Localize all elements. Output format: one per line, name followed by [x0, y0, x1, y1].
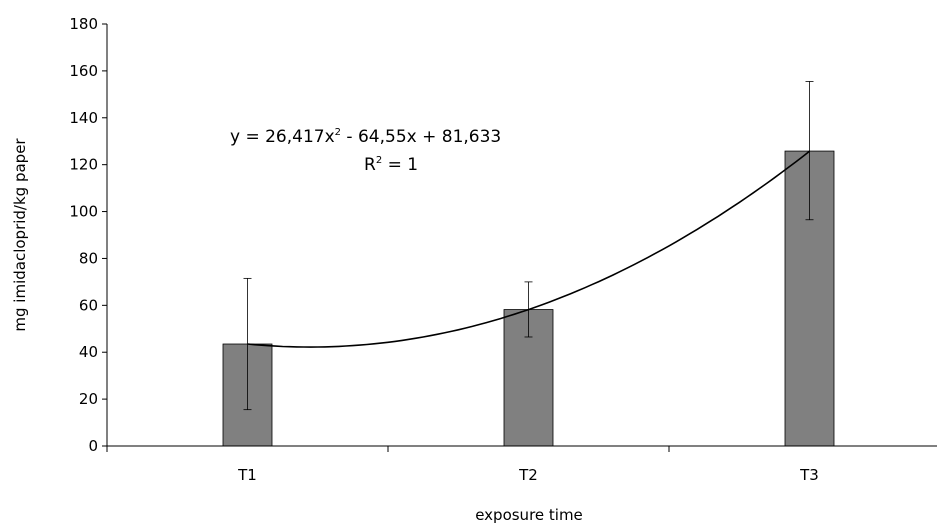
x-tick-label: T3: [799, 466, 819, 484]
x-tick-label: T1: [237, 466, 257, 484]
r-squared-label: R2 = 1: [364, 155, 418, 175]
y-tick-label: 40: [79, 343, 98, 361]
y-tick-label: 180: [69, 15, 98, 33]
y-tick-label: 160: [69, 62, 98, 80]
x-axis-title: exposure time: [475, 506, 583, 524]
y-axis-title: mg imidacloprid/kg paper: [11, 138, 29, 332]
y-tick-label: 80: [79, 249, 98, 267]
y-tick-label: 20: [79, 390, 98, 408]
plot-area: 0 20 40 60 80 100 120 140 160 180 T1 T2 T3: [69, 15, 937, 484]
y-tick-label: 100: [69, 203, 98, 221]
x-tick-label: T2: [518, 466, 538, 484]
trendline: [247, 150, 810, 348]
y-tick-label: 0: [88, 437, 98, 455]
equation-label: y = 26,417x2 - 64,55x + 81,633: [230, 127, 501, 147]
y-tick-label: 120: [69, 156, 98, 174]
y-tick-label: 60: [79, 296, 98, 314]
y-tick-label: 140: [69, 109, 98, 127]
